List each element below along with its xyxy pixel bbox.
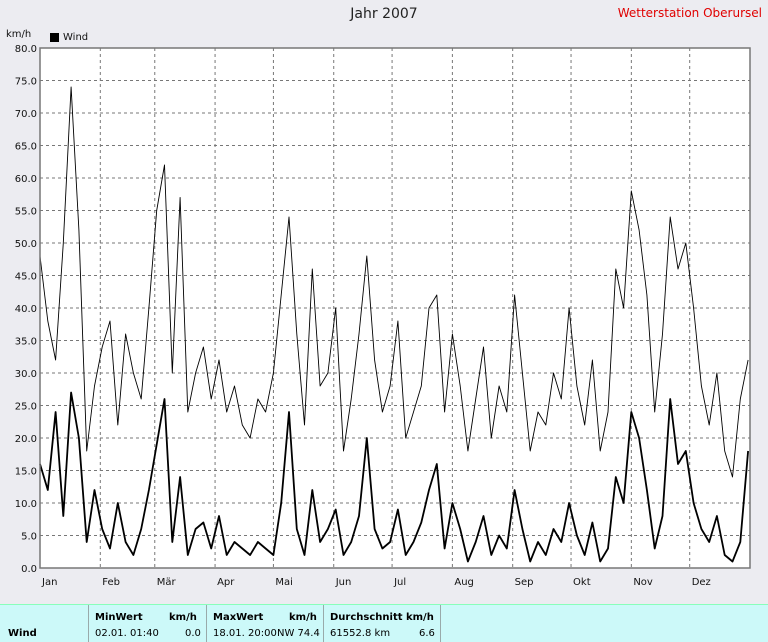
y-tick-label: 20.0 <box>15 434 37 445</box>
x-tick-label: Jun <box>335 577 352 588</box>
y-tick-label: 45.0 <box>15 272 37 283</box>
max-value: NW 74.4 <box>277 628 320 639</box>
x-tick-label: Apr <box>217 577 235 588</box>
avg-header: Durchschnitt km/h <box>330 612 434 623</box>
y-tick-label: 65.0 <box>15 142 37 153</box>
y-tick-label: 0.0 <box>21 564 37 575</box>
x-tick-label: Jul <box>393 577 406 588</box>
x-tick-label: Dez <box>692 577 711 588</box>
max-header: MaxWert <box>213 612 264 623</box>
x-tick-label: Jan <box>41 577 57 588</box>
x-tick-label: Sep <box>515 577 534 588</box>
x-tick-label: Mär <box>157 577 177 588</box>
y-tick-label: 50.0 <box>15 239 37 250</box>
y-tick-label: 15.0 <box>15 467 37 478</box>
y-tick-label: 25.0 <box>15 402 37 413</box>
x-tick-label: Mai <box>275 577 293 588</box>
min-value: 0.0 <box>185 628 201 639</box>
y-axis-label: km/h <box>6 29 32 40</box>
y-tick-label: 80.0 <box>15 44 37 55</box>
chart-title: Jahr 2007 <box>350 6 418 22</box>
stats-table: Wind MinWert km/h 02.01. 01:40 0.0 MaxWe… <box>0 604 768 642</box>
x-tick-label: Okt <box>573 577 591 588</box>
x-tick-label: Nov <box>633 577 653 588</box>
max-time: 18.01. 20:00 <box>213 628 277 639</box>
max-column: MaxWert km/h 18.01. 20:00 NW 74.4 <box>206 605 324 642</box>
series-line-mean <box>39 391 749 563</box>
y-tick-label: 5.0 <box>21 532 37 543</box>
avg-column: Durchschnitt km/h 61552.8 km 6.6 <box>323 605 441 642</box>
y-tick-label: 70.0 <box>15 109 37 120</box>
y-tick-label: 40.0 <box>15 304 37 315</box>
max-unit: km/h <box>289 612 317 623</box>
min-unit: km/h <box>169 612 197 623</box>
stats-row-label: Wind <box>8 628 37 639</box>
plot-frame <box>39 47 751 569</box>
series-line-gust <box>39 86 749 478</box>
table-divider <box>440 605 441 642</box>
legend: Wind <box>50 32 88 43</box>
station-name: Wetterstation Oberursel <box>617 6 762 20</box>
x-tick-label: Aug <box>454 577 474 588</box>
y-tick-label: 35.0 <box>15 337 37 348</box>
min-time: 02.01. 01:40 <box>95 628 159 639</box>
y-tick-label: 75.0 <box>15 77 37 88</box>
avg-distance: 61552.8 km <box>330 628 391 639</box>
y-tick-label: 55.0 <box>15 207 37 218</box>
legend-swatch <box>50 33 59 42</box>
y-tick-label: 30.0 <box>15 369 37 380</box>
legend-label: Wind <box>63 32 89 43</box>
avg-value: 6.6 <box>419 628 435 639</box>
x-tick-label: Feb <box>102 577 120 588</box>
y-tick-label: 60.0 <box>15 174 37 185</box>
min-header: MinWert <box>95 612 143 623</box>
min-column: MinWert km/h 02.01. 01:40 0.0 <box>88 605 207 642</box>
y-tick-label: 10.0 <box>15 499 37 510</box>
wind-chart: 0.0 5.0 10.0 15.0 20.0 25.0 30.0 35.0 40.0 45.0 50… <box>15 44 751 588</box>
